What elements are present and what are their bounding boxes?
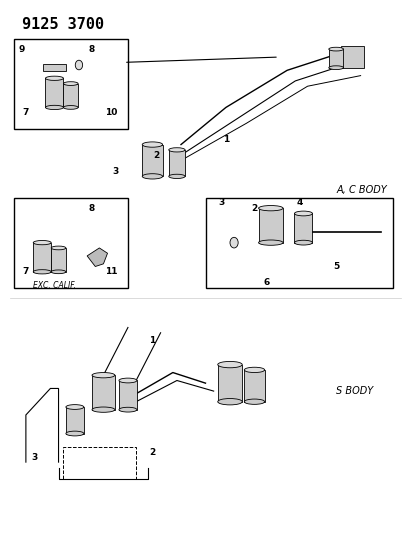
Polygon shape <box>87 248 108 266</box>
Text: 5: 5 <box>333 262 339 271</box>
Text: 3: 3 <box>31 453 37 462</box>
Text: 3: 3 <box>219 198 225 207</box>
Polygon shape <box>142 144 163 176</box>
Text: 10: 10 <box>105 108 118 117</box>
Polygon shape <box>63 84 78 108</box>
Bar <box>14 38 128 128</box>
Bar <box>14 198 128 288</box>
Polygon shape <box>66 407 84 433</box>
Ellipse shape <box>46 106 63 110</box>
Text: 7: 7 <box>23 268 29 276</box>
Ellipse shape <box>142 174 163 179</box>
Bar <box>206 198 393 288</box>
Ellipse shape <box>169 148 185 152</box>
Ellipse shape <box>66 405 84 409</box>
Bar <box>43 64 66 71</box>
Ellipse shape <box>33 240 51 245</box>
Ellipse shape <box>92 373 115 378</box>
Bar <box>341 46 364 68</box>
Ellipse shape <box>63 82 78 85</box>
Ellipse shape <box>259 206 283 211</box>
Circle shape <box>230 237 238 248</box>
Ellipse shape <box>259 240 283 245</box>
Polygon shape <box>329 49 344 68</box>
Text: 9125 3700: 9125 3700 <box>22 17 104 33</box>
Polygon shape <box>244 370 265 402</box>
Ellipse shape <box>244 367 265 373</box>
Polygon shape <box>295 214 312 243</box>
Text: 2: 2 <box>149 448 155 457</box>
Bar <box>62 447 136 479</box>
Polygon shape <box>51 248 66 272</box>
Text: 2: 2 <box>252 204 258 213</box>
Ellipse shape <box>329 47 344 51</box>
Polygon shape <box>259 208 283 243</box>
Polygon shape <box>92 375 115 410</box>
Text: 3: 3 <box>113 166 119 175</box>
Ellipse shape <box>218 399 242 405</box>
Ellipse shape <box>33 270 51 274</box>
Ellipse shape <box>169 174 185 179</box>
Circle shape <box>75 60 83 70</box>
Polygon shape <box>119 381 137 410</box>
Ellipse shape <box>46 76 63 80</box>
Ellipse shape <box>244 399 265 405</box>
Ellipse shape <box>329 66 344 69</box>
Text: 11: 11 <box>105 268 118 276</box>
Ellipse shape <box>218 361 242 368</box>
Text: 7: 7 <box>23 108 29 117</box>
Ellipse shape <box>295 211 312 216</box>
Ellipse shape <box>119 378 137 383</box>
Text: 4: 4 <box>296 198 302 207</box>
Text: 2: 2 <box>153 151 159 160</box>
Text: 1: 1 <box>223 135 229 144</box>
Ellipse shape <box>63 106 78 109</box>
Ellipse shape <box>119 407 137 412</box>
Polygon shape <box>169 150 185 176</box>
Ellipse shape <box>92 407 115 413</box>
Ellipse shape <box>66 431 84 436</box>
Ellipse shape <box>51 270 66 273</box>
Ellipse shape <box>142 142 163 147</box>
Polygon shape <box>46 78 63 108</box>
Ellipse shape <box>295 240 312 245</box>
Polygon shape <box>33 243 51 272</box>
Text: EXC. CALIF.: EXC. CALIF. <box>33 281 76 290</box>
Ellipse shape <box>51 246 66 250</box>
Text: S BODY: S BODY <box>336 386 373 396</box>
Polygon shape <box>218 365 242 402</box>
Text: 8: 8 <box>88 45 94 54</box>
Text: 6: 6 <box>263 278 270 287</box>
Text: 1: 1 <box>149 336 155 345</box>
Text: 8: 8 <box>88 204 94 213</box>
Text: A, C BODY: A, C BODY <box>336 184 387 195</box>
Text: 9: 9 <box>18 45 25 54</box>
